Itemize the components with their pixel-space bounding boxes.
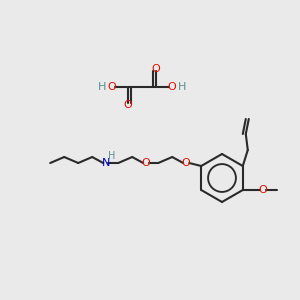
Text: H: H (107, 151, 115, 161)
Text: O: O (152, 64, 160, 74)
Text: O: O (142, 158, 151, 168)
Text: O: O (258, 185, 267, 195)
Text: H: H (98, 82, 106, 92)
Text: O: O (182, 158, 190, 168)
Text: O: O (168, 82, 176, 92)
Text: O: O (124, 100, 132, 110)
Text: H: H (178, 82, 186, 92)
Text: O: O (108, 82, 116, 92)
Text: N: N (102, 158, 110, 168)
